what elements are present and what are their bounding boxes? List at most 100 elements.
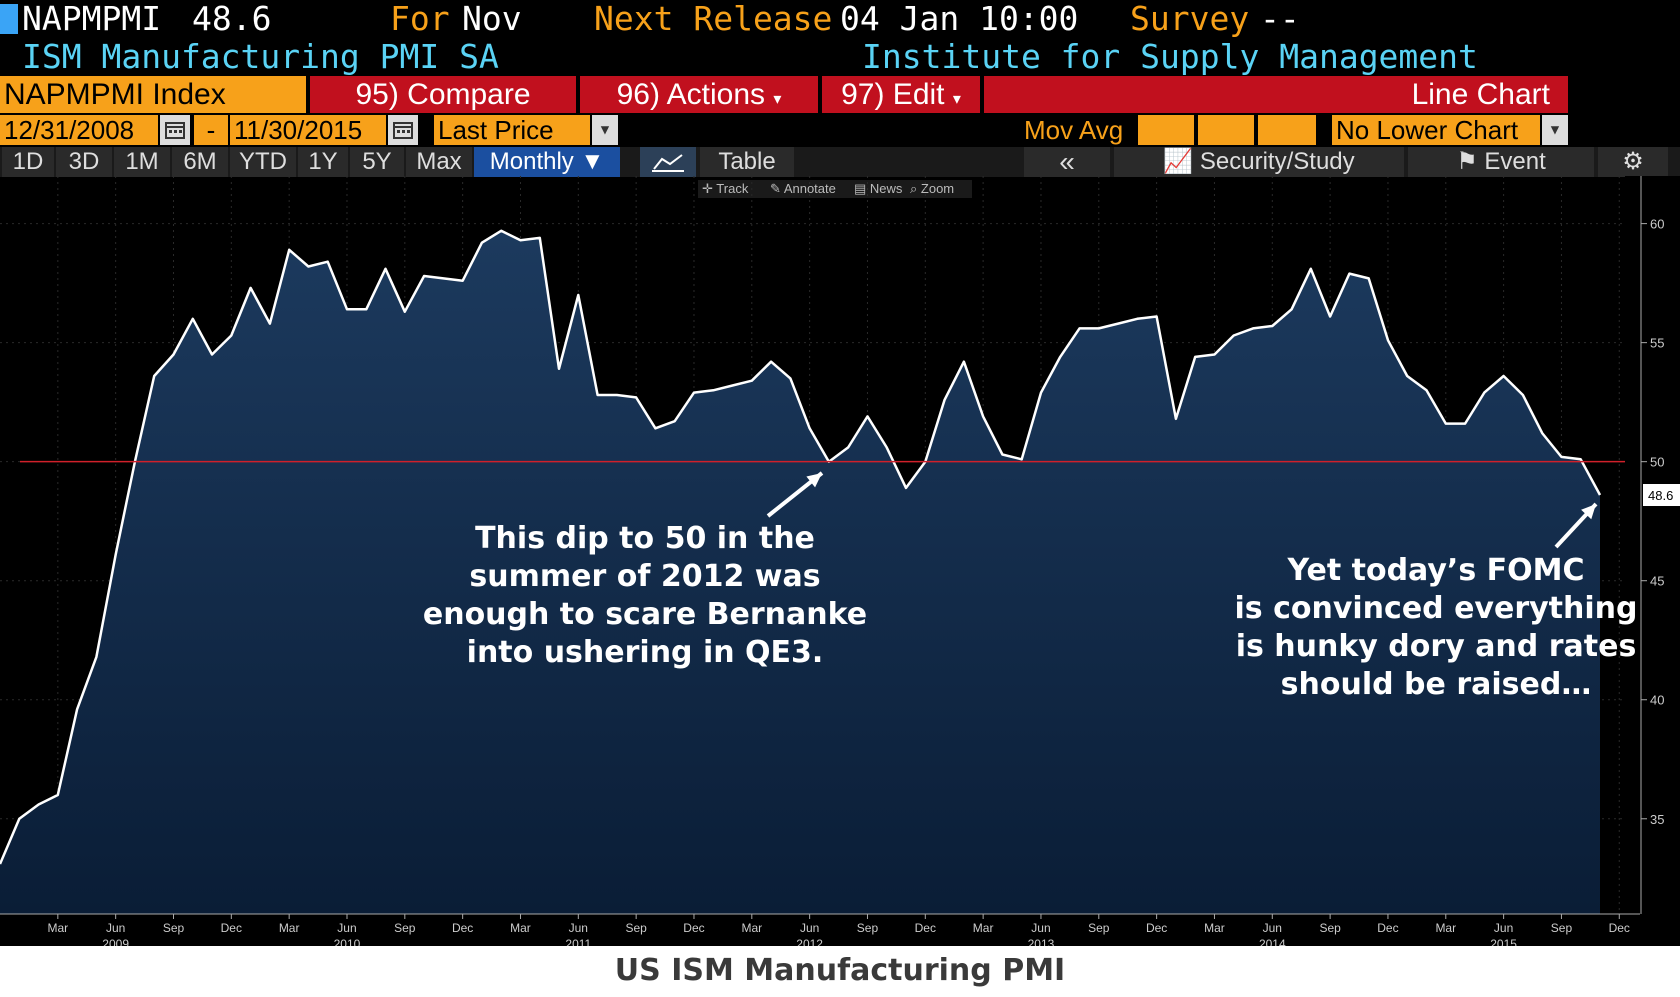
x-tick-label: Sep — [1319, 921, 1341, 935]
for-label: For — [390, 0, 450, 38]
source: Institute for Supply Management — [862, 37, 1478, 76]
x-tick-label: Sep — [163, 921, 185, 935]
chart-study-icon: 📈 — [1163, 148, 1194, 175]
frequency-select[interactable]: Monthly ▼ — [474, 147, 620, 177]
track-label: Track — [716, 181, 749, 196]
annotation-left-line: enough to scare Bernanke — [422, 597, 868, 632]
flag-icon: ⚑ — [1456, 148, 1478, 175]
annotation-left: This dip to 50 in the summer of 2012 was… — [420, 520, 870, 672]
last-value-tag — [1643, 484, 1680, 507]
y-axis-bg — [1625, 176, 1680, 914]
x-tick-label: Mar — [510, 921, 531, 935]
tab-period-5y[interactable]: 5Y — [350, 147, 404, 177]
ticker: NAPMPMI — [22, 0, 162, 38]
x-tick-label: Jun — [1494, 921, 1513, 935]
last-value: 48.6 — [192, 0, 272, 38]
magnifier-icon: ⌕ — [910, 181, 918, 196]
x-tick-label: Sep — [625, 921, 647, 935]
event-label: Event — [1484, 148, 1546, 175]
x-tick-label: Mar — [279, 921, 300, 935]
mov-avg-label: Mov Avg — [1024, 115, 1124, 145]
x-tick-label: Jun — [1263, 921, 1282, 935]
annotation-right-line: is hunky dory and rates — [1235, 629, 1637, 664]
news-icon: ▤ — [854, 181, 867, 196]
tab-period-1y[interactable]: 1Y — [298, 147, 348, 177]
x-tick-label: Dec — [1609, 921, 1630, 935]
zoom-label: Zoom — [920, 181, 955, 196]
annotation-left-line: summer of 2012 was — [469, 559, 821, 594]
y-tick-label: 55 — [1650, 336, 1664, 351]
annotation-right-line: should be raised… — [1280, 667, 1592, 702]
collapse-icon[interactable]: « — [1024, 147, 1110, 177]
news-button[interactable]: ▤ News — [854, 180, 902, 198]
pencil-icon: ✎ — [770, 181, 781, 196]
x-tick-label: Mar — [47, 921, 68, 935]
track-button[interactable]: ✛ Track — [702, 180, 748, 198]
lower-chart-select[interactable]: No Lower Chart — [1332, 115, 1540, 145]
frequency-label: Monthly — [489, 148, 574, 175]
x-tick-label: Sep — [1551, 921, 1573, 935]
annotation-left-line: This dip to 50 in the — [475, 521, 815, 556]
mini-toolbar: ✛ Track ✎ Annotate ▤ News ⌕ Zoom — [698, 180, 972, 198]
header-row-1: NAPMPMI 48.6 For Nov Next Release 04 Jan… — [0, 0, 1680, 38]
tab-period-max[interactable]: Max — [406, 147, 472, 177]
description: ISM Manufacturing PMI SA — [22, 37, 499, 76]
pmi-chart[interactable]: 35 40 45 50 55 60 48.6 Mar Jun 2009 Sep Dec Mar Jun 2… — [0, 176, 1680, 946]
x-tick-label: Jun — [800, 921, 819, 935]
price-field-select[interactable]: Last Price — [434, 115, 590, 145]
line-chart-icon[interactable] — [640, 147, 696, 177]
for-month: Nov — [462, 0, 522, 38]
annotation-right: Yet today’s FOMC is convinced everything… — [1226, 552, 1646, 704]
calendar-icon[interactable] — [160, 115, 190, 145]
mov-avg-field-1[interactable] — [1138, 115, 1194, 145]
edit-label: 97) Edit — [841, 78, 945, 111]
actions-button[interactable]: 96) Actions ▾ — [580, 76, 818, 113]
x-tick-label: Mar — [1204, 921, 1225, 935]
dropdown-arrow-icon[interactable]: ▼ — [1542, 115, 1568, 145]
event-button[interactable]: ⚑ Event — [1408, 147, 1594, 177]
cursor-block — [0, 4, 18, 34]
y-tick-label: 50 — [1650, 455, 1664, 470]
dropdown-arrow-icon[interactable]: ▼ — [592, 115, 618, 145]
mov-avg-field-2[interactable] — [1198, 115, 1254, 145]
survey-label: Survey — [1130, 0, 1250, 38]
start-date-field[interactable]: 12/31/2008 — [0, 115, 158, 145]
chart-caption: US ISM Manufacturing PMI — [0, 946, 1680, 997]
compare-button[interactable]: 95) Compare — [310, 76, 576, 113]
tab-period-1d[interactable]: 1D — [2, 147, 54, 177]
calendar-icon[interactable] — [388, 115, 418, 145]
arrow-right-head — [1581, 504, 1596, 520]
last-value-tag-label: 48.6 — [1648, 488, 1673, 503]
mov-avg-field-3[interactable] — [1258, 115, 1316, 145]
x-tick-label: Dec — [1377, 921, 1398, 935]
chevron-down-icon: ▾ — [773, 91, 782, 108]
survey-value: -- — [1260, 0, 1300, 38]
x-year-label: 2013 — [1028, 937, 1055, 946]
tab-period-6m[interactable]: 6M — [172, 147, 228, 177]
table-tab[interactable]: Table — [700, 147, 794, 177]
x-tick-label: Mar — [1435, 921, 1456, 935]
security-study-button[interactable]: 📈 Security/Study — [1114, 147, 1404, 177]
annotation-right-line: Yet today’s FOMC — [1287, 553, 1585, 588]
zoom-button[interactable]: ⌕ Zoom — [910, 180, 954, 198]
settings-row: 12/31/2008 - 11/30/2015 Last Price ▼ Mov… — [0, 115, 1680, 145]
end-date-field[interactable]: 11/30/2015 — [230, 115, 386, 145]
tab-period-3d[interactable]: 3D — [56, 147, 112, 177]
gear-icon[interactable]: ⚙ — [1598, 147, 1668, 177]
edit-button[interactable]: 97) Edit ▾ — [822, 76, 980, 113]
chart-type-label[interactable]: Line Chart — [984, 76, 1568, 113]
x-year-label: 2010 — [334, 937, 361, 946]
y-axis: 35 40 45 50 55 60 48.6 — [1625, 176, 1680, 914]
x-tick-label: Jun — [106, 921, 125, 935]
tab-period-1m[interactable]: 1M — [114, 147, 170, 177]
y-tick-label: 60 — [1650, 217, 1664, 232]
y-tick-label: 45 — [1650, 574, 1664, 589]
x-tick-label: Dec — [683, 921, 704, 935]
index-label[interactable]: NAPMPMI Index — [0, 76, 306, 113]
annotation-left-line: into ushering in QE3. — [466, 635, 824, 670]
crosshair-icon: ✛ — [702, 181, 713, 196]
toolbar-row: NAPMPMI Index 95) Compare 96) Actions ▾ … — [0, 76, 1680, 113]
annotation-right-line: is convinced everything — [1234, 591, 1638, 626]
tab-period-ytd[interactable]: YTD — [230, 147, 296, 177]
y-tick-label: 35 — [1650, 812, 1664, 827]
